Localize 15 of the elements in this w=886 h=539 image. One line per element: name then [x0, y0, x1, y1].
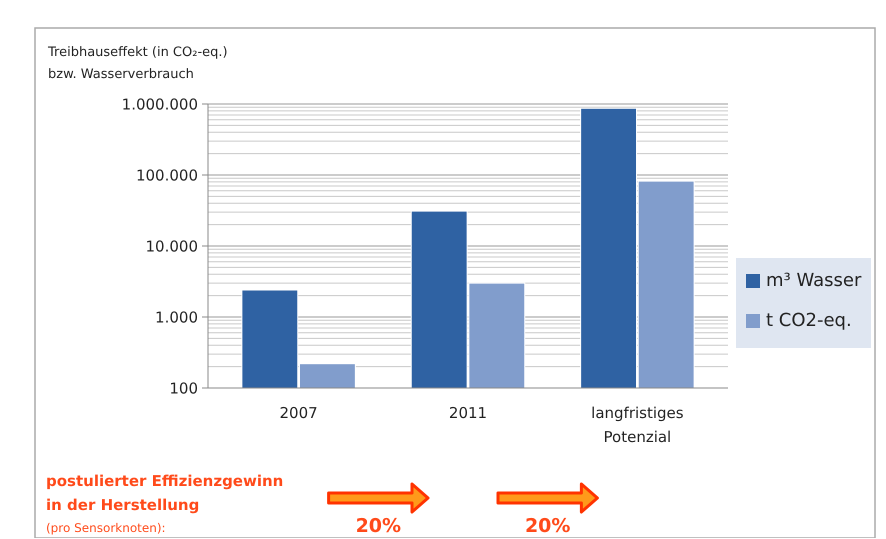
y-axis-title: Treibhauseffekt (in CO₂-eq.) bzw. Wasserverbrauch [47, 45, 228, 82]
x-tick-label: langfristiges Potenzial [591, 404, 684, 446]
y-tick-label: 1.000.000 [122, 95, 198, 114]
text: postulierter Effizienzgewinn in der Herstellung [46, 472, 284, 514]
x-tick-label: 2011 [448, 404, 488, 422]
y-tick-label: 100.000 [136, 166, 198, 184]
text: (pro Sensorknoten): [46, 521, 166, 535]
text: 20% [356, 515, 402, 537]
y-tick-label: 10.000 [146, 237, 198, 256]
text: 20% [524, 515, 570, 537]
legend-label: m³ Wasser [766, 270, 862, 291]
legend-label: t CO2-eq. [766, 310, 852, 331]
x-tick-label: 2007 [280, 404, 318, 422]
y-tick-label: 100 [169, 379, 198, 398]
y-tick-label: 1.000 [155, 308, 198, 326]
